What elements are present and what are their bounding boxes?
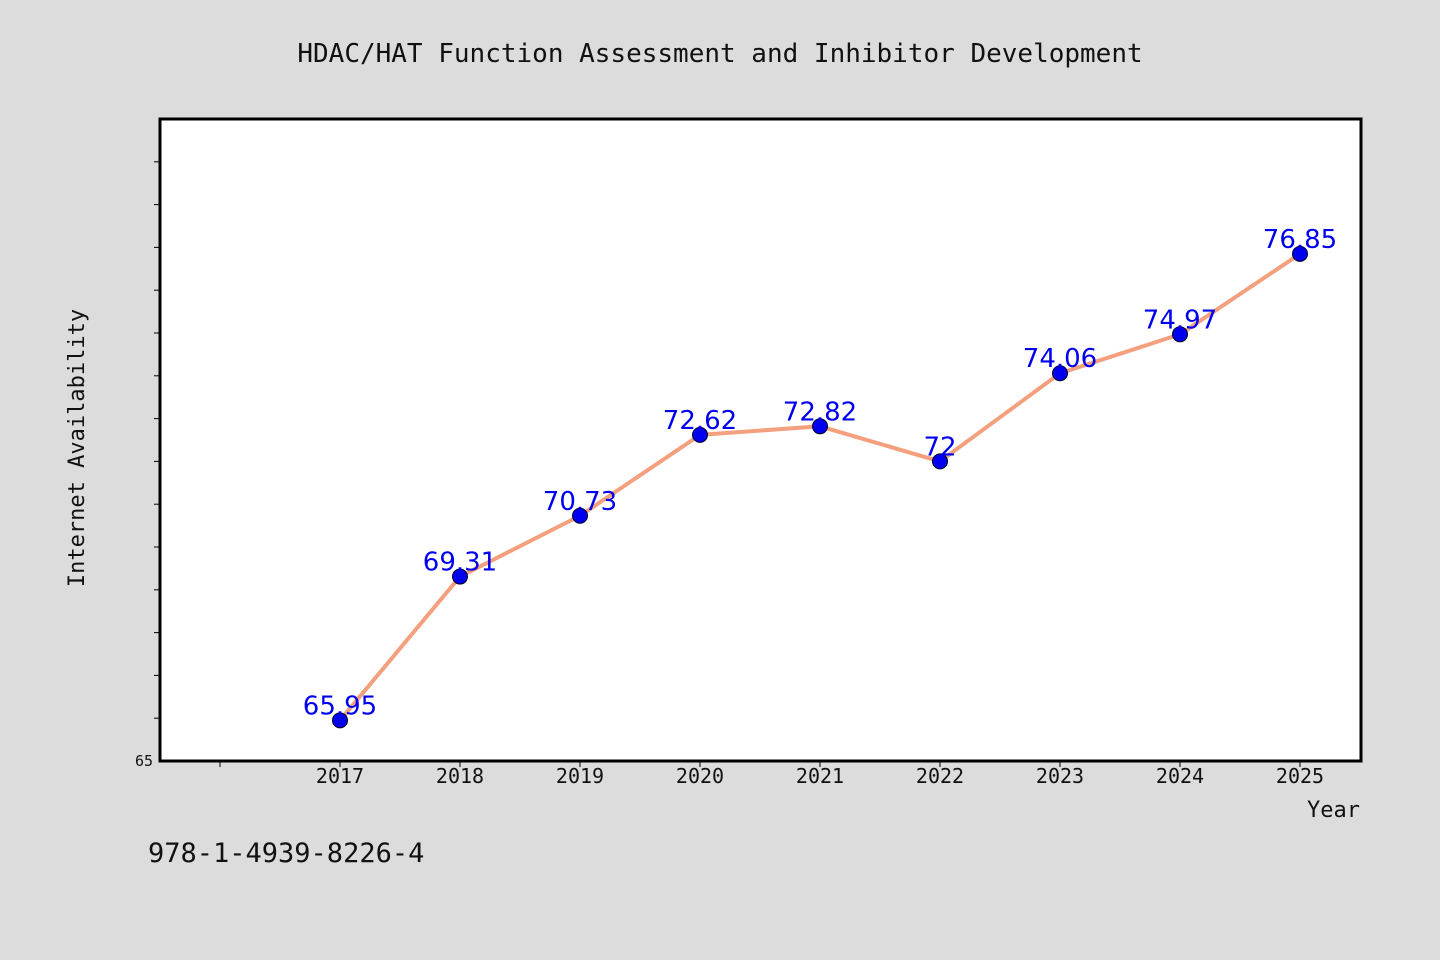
x-tick-label: 2022 [916, 764, 964, 788]
isbn-text: 978-1-4939-8226-4 [148, 838, 424, 869]
plot-area [158, 117, 1363, 763]
data-label: 69.31 [423, 548, 497, 578]
data-label: 76.85 [1263, 225, 1337, 255]
x-tick-label: 2023 [1036, 764, 1084, 788]
x-tick-label: 2024 [1156, 764, 1204, 788]
data-label: 72.82 [783, 397, 857, 427]
data-label: 72.62 [663, 406, 737, 436]
x-tick-label: 2018 [436, 764, 484, 788]
data-point [1292, 245, 1308, 262]
x-tick-label: 2025 [1276, 764, 1324, 788]
data-point [332, 712, 348, 729]
data-point [812, 418, 828, 435]
y-tick-label: 65 [135, 752, 153, 770]
chart-title: HDAC/HAT Function Assessment and Inhibit… [297, 39, 1142, 69]
x-tick-label: 2019 [556, 764, 604, 788]
data-label: 74.06 [1023, 344, 1097, 374]
data-label: 74.97 [1143, 305, 1217, 335]
data-label: 72 [923, 432, 956, 462]
data-point [1172, 326, 1188, 343]
data-point [1052, 365, 1068, 382]
data-point [452, 568, 468, 585]
data-point [572, 507, 588, 524]
data-point [692, 426, 708, 443]
data-point [932, 453, 948, 470]
x-tick-label: 2020 [676, 764, 724, 788]
data-label: 65.95 [303, 691, 377, 721]
x-axis-label: Year [1307, 798, 1360, 823]
data-label: 70.73 [543, 487, 617, 517]
x-tick-label: 2021 [796, 764, 844, 788]
y-axis-label: Internet Availability [65, 309, 90, 587]
x-tick-label: 2017 [316, 764, 364, 788]
